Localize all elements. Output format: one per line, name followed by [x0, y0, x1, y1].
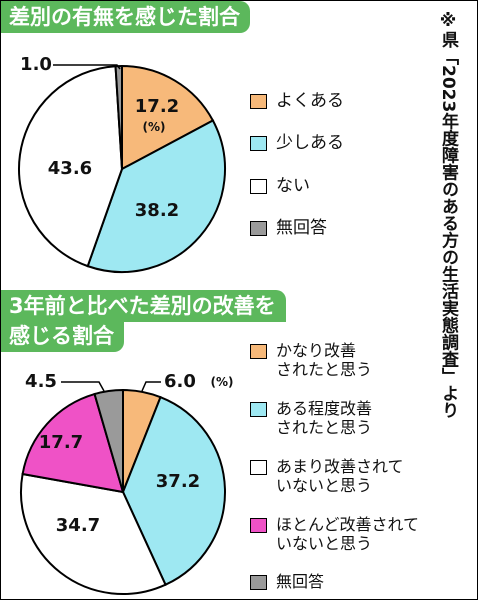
legend-swatch	[250, 221, 267, 236]
legend-label: よくある	[276, 91, 344, 111]
leader-line	[53, 64, 121, 70]
legend-swatch	[250, 344, 267, 359]
legend2-item-not-much-improved: あまり改善されて いないと思う	[250, 457, 404, 495]
value-label-much-improved: 6.0	[164, 371, 196, 392]
legend-swatch	[250, 94, 267, 109]
value-label-sometimes: 38.2	[135, 200, 179, 221]
legend1-item-no-answer: 無回答	[250, 218, 327, 239]
pie-slice-somewhat-improved	[121, 395, 226, 587]
chart2-title-line1: 3年前と比べた差別の改善を	[1, 290, 286, 322]
pie-slice-no-answer	[114, 64, 123, 170]
leader-line	[141, 381, 161, 392]
value-label-not-much-improved: 34.7	[56, 515, 100, 536]
legend-label: 無回答	[276, 218, 327, 238]
source-note: ※県「2023年度障害のある方の生活実態調査」より	[438, 11, 458, 419]
legend-swatch	[250, 402, 267, 417]
legend-swatch	[250, 179, 267, 194]
legend-label: 無回答	[276, 572, 325, 591]
legend2-item-much-improved: かなり改善 されたと思う	[250, 341, 372, 379]
legend-label: 少しある	[276, 133, 344, 153]
legend2-item-hardly-improved: ほとんど改善されて いないと思う	[250, 515, 419, 553]
leader-line	[61, 381, 105, 392]
legend-swatch	[250, 575, 267, 590]
pie-slice-sometimes	[86, 119, 226, 273]
value-label-often: 17.2	[135, 96, 179, 117]
pie-slice-not-much-improved	[20, 472, 167, 595]
legend-label: あまり改善されて いないと思う	[276, 457, 404, 495]
legend-label: かなり改善 されたと思う	[276, 341, 373, 379]
legend1-item-often: よくある	[250, 91, 344, 112]
legend-swatch	[250, 518, 267, 533]
legend2-item-no-answer: 無回答	[250, 572, 324, 591]
legend-label: ほとんど改善されて いないと思う	[276, 515, 420, 553]
unit-label: (%)	[143, 120, 166, 134]
chart2-title-line2: 感じる割合	[1, 320, 124, 352]
value-label-no-answer: 1.0	[20, 54, 52, 75]
legend-swatch	[250, 136, 267, 151]
chart1-title: 差別の有無を感じた割合	[1, 1, 250, 33]
legend-label: ない	[276, 176, 310, 196]
value-label-somewhat-improved: 37.2	[156, 471, 200, 492]
legend-swatch	[250, 460, 267, 475]
value-label-none: 43.6	[48, 158, 92, 179]
legend2-item-somewhat-improved: ある程度改善 されたと思う	[250, 399, 372, 437]
legend1-item-sometimes: 少しある	[250, 133, 344, 154]
value-label-no-answer: 4.5	[25, 371, 57, 392]
pie-slice-hardly-improved	[21, 392, 125, 494]
unit-label: (%)	[211, 375, 234, 389]
pie-slice-none	[18, 65, 124, 268]
pie-slice-often	[121, 64, 215, 171]
pie-slice-no-answer	[93, 388, 124, 493]
legend1-item-none: ない	[250, 176, 310, 197]
value-label-hardly-improved: 17.7	[39, 432, 83, 453]
legend-label: ある程度改善 されたと思う	[276, 399, 373, 437]
